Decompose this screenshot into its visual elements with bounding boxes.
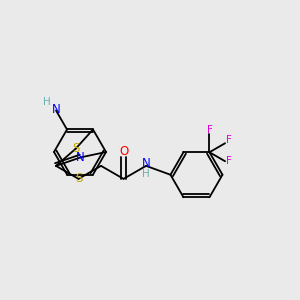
Text: O: O xyxy=(119,146,128,158)
Text: F: F xyxy=(206,125,212,135)
Text: F: F xyxy=(226,135,232,145)
Text: H: H xyxy=(43,98,51,107)
Text: N: N xyxy=(52,103,60,116)
Text: N: N xyxy=(76,151,85,164)
Text: S: S xyxy=(72,142,79,155)
Text: H: H xyxy=(142,169,150,179)
Text: N: N xyxy=(142,158,150,170)
Text: F: F xyxy=(226,156,232,166)
Text: S: S xyxy=(75,172,82,185)
